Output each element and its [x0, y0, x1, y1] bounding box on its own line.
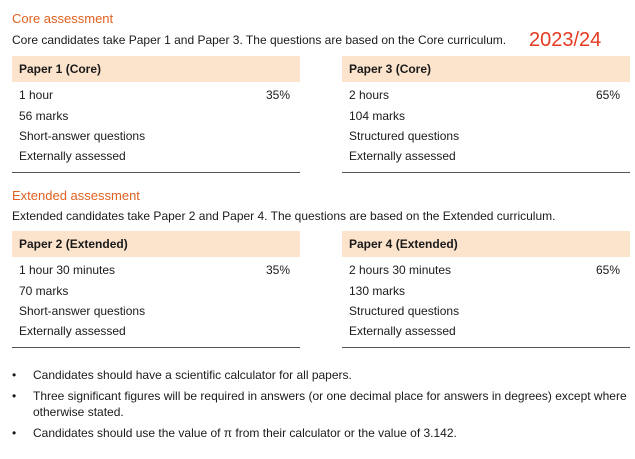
note-text: Candidates should have a scientific calc… — [33, 368, 352, 382]
paper-2-duration: 1 hour 30 minutes — [19, 263, 116, 277]
paper-1-heading: Paper 1 (Core) — [12, 56, 300, 82]
extended-assessment-title: Extended assessment — [12, 188, 140, 203]
paper-2-type: Short-answer questions — [19, 304, 146, 318]
paper-1-marks: 56 marks — [19, 109, 69, 123]
paper-2-heading: Paper 2 (Extended) — [12, 231, 300, 257]
paper-2-marks: 70 marks — [19, 284, 69, 298]
note-text: Candidates should use the value of π fro… — [33, 425, 457, 440]
bullet-icon: • — [12, 368, 17, 382]
paper-3-assessed: Externally assessed — [349, 149, 456, 163]
notes-list: • Candidates should have a scientific ca… — [12, 367, 627, 445]
paper-4-weight: 65% — [595, 263, 620, 277]
bullet-icon: • — [12, 425, 17, 440]
paper-3-duration: 2 hours — [349, 88, 390, 102]
paper-3-details: 2 hours 65% 104 marks Structured questio… — [342, 82, 630, 173]
paper-1-type: Short-answer questions — [19, 129, 146, 143]
list-item: • Three significant figures will be requ… — [12, 388, 627, 421]
paper-3-weight: 65% — [595, 88, 620, 102]
paper-4-details: 2 hours 30 minutes 65% 130 marks Structu… — [342, 257, 630, 348]
paper-4-assessed: Externally assessed — [349, 324, 456, 338]
list-item: • Candidates should use the value of π f… — [12, 425, 627, 442]
paper-1-weight: 35% — [265, 88, 290, 102]
core-assessment-title: Core assessment — [12, 11, 114, 26]
bullet-icon: • — [12, 388, 17, 403]
paper-1-assessed: Externally assessed — [19, 149, 126, 163]
core-intro: Core candidates take Paper 1 and Paper 3… — [12, 33, 507, 47]
paper-2-details: 1 hour 30 minutes 35% 70 marks Short-ans… — [12, 257, 300, 348]
paper-3-marks: 104 marks — [349, 109, 406, 123]
paper-2-weight: 35% — [265, 263, 290, 277]
paper-2-assessed: Externally assessed — [19, 324, 126, 338]
paper-3-type: Structured questions — [349, 129, 460, 143]
list-item: • Candidates should have a scientific ca… — [12, 367, 627, 384]
paper-4-marks: 130 marks — [349, 284, 406, 298]
note-text: Three significant figures will be requir… — [33, 388, 627, 420]
paper-1-details: 1 hour 35% 56 marks Short-answer questio… — [12, 82, 300, 173]
paper-4-heading: Paper 4 (Extended) — [342, 231, 630, 257]
paper-4-type: Structured questions — [349, 304, 460, 318]
paper-1-duration: 1 hour — [19, 88, 54, 102]
paper-4-duration: 2 hours 30 minutes — [349, 263, 452, 277]
year-annotation: 2023/24 — [529, 29, 602, 51]
paper-3-heading: Paper 3 (Core) — [342, 56, 630, 82]
extended-intro: Extended candidates take Paper 2 and Pap… — [12, 209, 556, 223]
